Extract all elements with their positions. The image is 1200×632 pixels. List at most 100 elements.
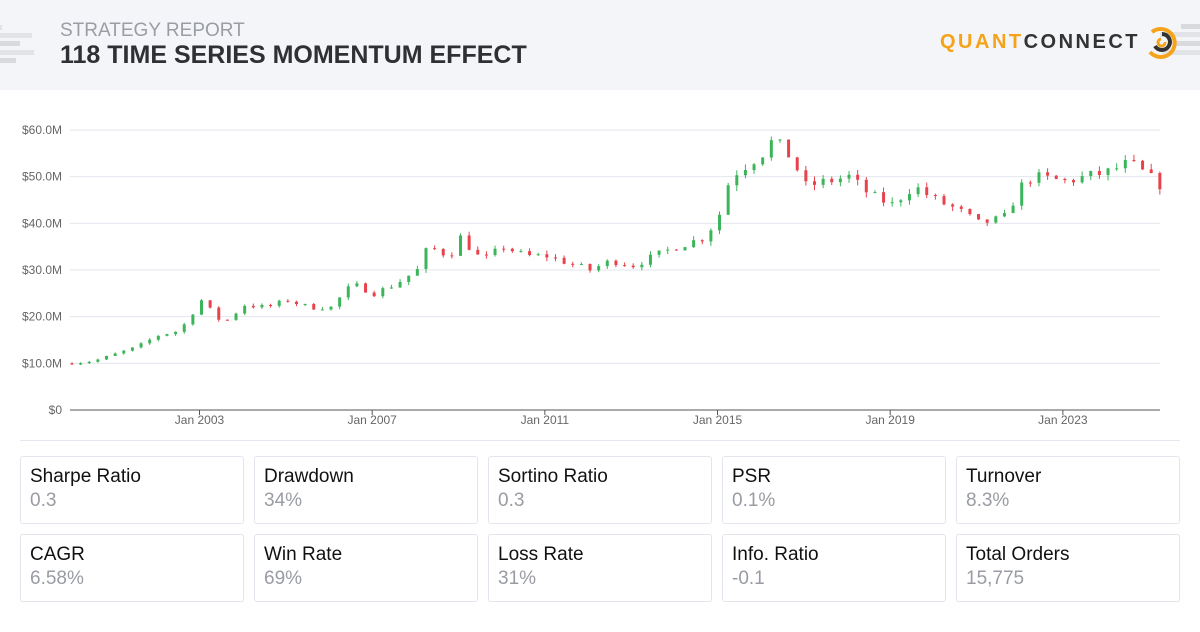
candle-body (139, 343, 143, 348)
candle-body (648, 254, 652, 265)
decorative-bar (1176, 41, 1200, 46)
candle-body (364, 283, 368, 293)
candle-body (916, 187, 920, 195)
stat-value: 69% (264, 568, 303, 589)
candle-body (148, 339, 152, 344)
candle-body (493, 248, 497, 255)
y-tick-label: $10.0M (22, 356, 62, 370)
candle-body (605, 260, 609, 267)
decorative-bar (1181, 24, 1200, 29)
candle-body (243, 305, 247, 314)
candle-body (174, 331, 178, 335)
candle-body (1089, 170, 1093, 177)
candle-body (510, 248, 514, 252)
candle-body (1106, 168, 1110, 175)
candle-body (977, 214, 981, 220)
candle-body (208, 300, 212, 308)
candle-body (1072, 180, 1076, 183)
stat-label: Turnover (966, 466, 1042, 487)
y-tick-label: $20.0M (22, 310, 62, 324)
candle-body (1080, 176, 1084, 183)
candle-body (614, 260, 618, 266)
candle-body (286, 300, 290, 302)
x-tick-label: Jan 2023 (1038, 413, 1088, 427)
candle-body (882, 192, 886, 203)
candle-body (476, 249, 480, 255)
candle-body (424, 248, 428, 270)
candle-body (1054, 175, 1058, 179)
candle-body (355, 283, 359, 287)
x-tick-label: Jan 2015 (693, 413, 743, 427)
candle-body (571, 263, 575, 265)
candle-body (769, 140, 773, 158)
candle-body (907, 194, 911, 201)
stat-card: CAGR 6.58% (20, 534, 244, 602)
stat-label: PSR (732, 466, 772, 487)
candle-body (398, 282, 402, 288)
stat-value: 31% (498, 568, 537, 589)
stat-value: 6.58% (30, 568, 84, 589)
decorative-bar (0, 25, 2, 30)
candle-body (812, 181, 816, 185)
candle-body (709, 230, 713, 242)
stat-card: Info. Ratio -0.1 (722, 534, 946, 602)
candle-body (130, 347, 134, 351)
decorative-bar (0, 33, 32, 38)
logo-text-connect: CONNECT (1023, 30, 1140, 53)
candle-body (122, 350, 126, 354)
candle-body (251, 305, 255, 308)
candle-body (674, 249, 678, 251)
y-tick-label: $30.0M (22, 263, 62, 277)
candle-body (1063, 178, 1067, 181)
candle-body (985, 219, 989, 223)
candle-body (821, 178, 825, 185)
x-tick-label: Jan 2019 (866, 413, 916, 427)
stat-label: Sharpe Ratio (30, 466, 141, 487)
candle-body (1037, 172, 1041, 183)
candle-body (1046, 172, 1050, 176)
x-tick-label: Jan 2007 (347, 413, 397, 427)
candle-body (795, 157, 799, 171)
report-title: 118 TIME SERIES MOMENTUM EFFECT (60, 41, 527, 69)
candle-body (700, 240, 704, 242)
stat-label: Drawdown (264, 466, 354, 487)
candle-body (951, 204, 955, 207)
candle-body (873, 192, 877, 194)
candle-body (303, 303, 307, 305)
candle-body (1020, 182, 1024, 206)
stat-value: 34% (264, 490, 303, 511)
candle-body (718, 214, 722, 231)
candle-body (200, 300, 204, 315)
candle-body (890, 202, 894, 204)
x-tick-label: Jan 2003 (175, 413, 225, 427)
candle-body (726, 185, 730, 215)
candle-body (1028, 182, 1032, 184)
candle-body (79, 363, 83, 365)
candle-body (191, 314, 195, 325)
candle-body (156, 335, 160, 340)
candle-body (182, 324, 186, 332)
candle-body (381, 288, 385, 297)
equity-chart: $0 $10.0M $20.0M $30.0M $40.0M $50.0M $60.0M Ja… (22, 123, 1162, 427)
quantconnect-logo: QUANT CONNECT (940, 22, 1180, 62)
candle-body (657, 250, 661, 255)
candle-body (1097, 170, 1101, 175)
stat-card: Win Rate 69% (254, 534, 478, 602)
candle-body (260, 304, 264, 308)
candle-body (623, 265, 627, 267)
candle-body (225, 319, 229, 321)
stat-value: 0.3 (498, 490, 525, 511)
candle-body (459, 235, 463, 256)
decorative-bar (0, 50, 34, 55)
candle-body (666, 249, 670, 251)
x-tick-label: Jan 2011 (521, 413, 570, 427)
candle-body (329, 306, 333, 310)
candle-body (1115, 168, 1119, 170)
candle-body (1149, 169, 1153, 174)
candle-body (1158, 173, 1162, 190)
candle-body (407, 275, 411, 283)
report-header: STRATEGY REPORT 118 TIME SERIES MOMENTUM… (0, 0, 1200, 90)
stat-card: Turnover 8.3% (956, 456, 1180, 524)
candle-body (994, 216, 998, 223)
candle-body (441, 248, 445, 256)
